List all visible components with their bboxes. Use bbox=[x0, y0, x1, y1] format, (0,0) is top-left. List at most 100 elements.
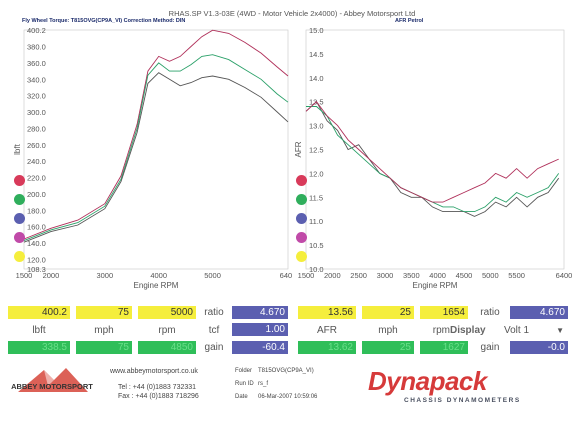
yellow-series-button-right[interactable] bbox=[296, 251, 307, 262]
fax-text: Fax : +44 (0)1883 718296 bbox=[118, 393, 199, 400]
series-line-red bbox=[305, 101, 559, 203]
run-id-label: Run ID bbox=[235, 381, 254, 387]
y-tick-label: 13.0 bbox=[309, 122, 324, 131]
y-tick-label: 160.0 bbox=[27, 223, 46, 232]
display-label: Display bbox=[450, 325, 486, 336]
mph-unit-label-right: mph bbox=[378, 325, 398, 336]
date-value: 06-Mar-2007 10:59:06 bbox=[258, 394, 318, 400]
torque-chart: 400.2 380.0 360.0 340.0 320.0 300.0 280.0 260.0… bbox=[13, 26, 292, 290]
y-tick-label: 120.0 bbox=[27, 255, 46, 264]
dynapack-logo: Dynapack bbox=[368, 366, 487, 396]
series-line-gray bbox=[23, 72, 289, 243]
series-line-red bbox=[23, 29, 289, 240]
abbey-logo-text: ABBEY MOTORSPORT bbox=[11, 382, 93, 391]
y-tick-label: 380.0 bbox=[27, 43, 46, 52]
folder-value: T815OVG(CP9A_VI) bbox=[258, 368, 314, 374]
green-series-button-right[interactable] bbox=[296, 194, 307, 205]
left-chart-title: Fly Wheel Torque: T815OVG(CP9A_VI) Corre… bbox=[22, 18, 186, 24]
x-axis-label: Engine RPM bbox=[134, 281, 179, 290]
mph-value: 75 bbox=[76, 306, 132, 319]
website-link[interactable]: www.abbeymotorsport.co.uk bbox=[110, 368, 198, 375]
y-tick-label: 12.5 bbox=[309, 146, 324, 155]
ratio-value-right: 4.670 bbox=[510, 306, 568, 319]
mph-value-right: 25 bbox=[362, 306, 414, 319]
window-title: RHAS.SP V1.3-03E (4WD - Motor Vehicle 2x… bbox=[168, 9, 416, 18]
y-tick-label: 280.0 bbox=[27, 124, 46, 133]
y-tick-label: 220.0 bbox=[27, 174, 46, 183]
ratio-label-right: ratio bbox=[480, 307, 500, 318]
mph-unit-label: mph bbox=[94, 325, 114, 336]
red-series-button[interactable] bbox=[14, 175, 25, 186]
rpm-value-right: 1654 bbox=[420, 306, 468, 319]
y-tick-label: 14.0 bbox=[309, 74, 324, 83]
y-tick-label: 15.0 bbox=[309, 26, 324, 35]
y-tick-label: 200.0 bbox=[27, 190, 46, 199]
rpm-value: 5000 bbox=[138, 306, 196, 319]
x-axis-label: Engine RPM bbox=[413, 281, 458, 290]
x-tick-label: 1500 bbox=[298, 271, 315, 280]
run-id-value: rs_f bbox=[258, 381, 269, 387]
y-tick-label: 300.0 bbox=[27, 108, 46, 117]
y-tick-label: 140.0 bbox=[27, 239, 46, 248]
y-axis-label: AFR bbox=[294, 141, 303, 157]
dynapack-subtitle: CHASSIS DYNAMOMETERS bbox=[404, 397, 521, 404]
y-tick-label: 108.3 bbox=[27, 265, 46, 274]
y-tick-label: 12.0 bbox=[309, 169, 324, 178]
right-chart-title: AFR Petrol bbox=[395, 18, 424, 24]
tcf-value: 1.00 bbox=[232, 323, 288, 336]
y-tick-label: 11.0 bbox=[309, 217, 323, 226]
date-label: Date bbox=[235, 394, 248, 400]
gain-label: gain bbox=[204, 342, 224, 353]
x-tick-label: 3000 bbox=[377, 271, 394, 280]
torque-compare-value: 338.5 bbox=[8, 341, 70, 354]
rpm-unit-label: rpm bbox=[158, 325, 176, 336]
x-tick-label: 3000 bbox=[96, 271, 113, 280]
y-tick-label: 340.0 bbox=[27, 75, 46, 84]
display-select[interactable]: Volt 1 ▼ bbox=[504, 324, 564, 337]
plot-area bbox=[305, 29, 565, 270]
x-tick-label: 4500 bbox=[456, 271, 473, 280]
x-tick-label: 2000 bbox=[324, 271, 341, 280]
x-tick-label: 6400 bbox=[280, 271, 292, 280]
tcf-label: tcf bbox=[208, 325, 220, 336]
red-series-button-right[interactable] bbox=[296, 175, 307, 186]
x-tick-label: 4000 bbox=[150, 271, 167, 280]
x-tick-label: 5000 bbox=[204, 271, 221, 280]
y-tick-label: 360.0 bbox=[27, 59, 46, 68]
x-tick-label: 5000 bbox=[482, 271, 499, 280]
rpm-compare-value: 4850 bbox=[138, 341, 196, 354]
x-tick-label: 2000 bbox=[43, 271, 60, 280]
abbey-logo bbox=[18, 368, 88, 392]
torque-value: 400.2 bbox=[8, 306, 70, 319]
blue-series-button-right[interactable] bbox=[296, 213, 307, 224]
yellow-series-button[interactable] bbox=[14, 251, 25, 262]
y-tick-label: 400.2 bbox=[27, 26, 46, 35]
x-tick-label: 4000 bbox=[429, 271, 446, 280]
folder-label: Folder bbox=[235, 368, 253, 374]
display-select-value: Volt 1 bbox=[504, 325, 530, 336]
tel-text: Tel : +44 (0)1883 732331 bbox=[118, 384, 197, 391]
magenta-series-button-right[interactable] bbox=[296, 232, 307, 243]
gain-value: -60.4 bbox=[232, 341, 288, 354]
y-tick-label: 14.5 bbox=[309, 50, 324, 59]
rpm-compare-value-right: 1627 bbox=[420, 341, 468, 354]
series-line-green bbox=[23, 54, 289, 242]
y-axis-label: lbft bbox=[13, 143, 22, 154]
green-series-button[interactable] bbox=[14, 194, 25, 205]
afr-compare-value: 13.62 bbox=[298, 341, 356, 354]
x-tick-label: 6400 bbox=[556, 271, 573, 280]
afr-unit-label: AFR bbox=[317, 325, 337, 336]
y-tick-label: 180.0 bbox=[27, 206, 46, 215]
ratio-label: ratio bbox=[204, 307, 224, 318]
gain-label-right: gain bbox=[480, 342, 500, 353]
blue-series-button[interactable] bbox=[14, 213, 25, 224]
afr-chart: 15.014.514.013.513.012.512.011.511.010.5… bbox=[294, 26, 573, 290]
y-tick-label: 240.0 bbox=[27, 157, 46, 166]
mph-compare-value-right: 25 bbox=[362, 341, 414, 354]
chevron-down-icon: ▼ bbox=[556, 326, 564, 335]
rpm-unit-label-right: rpm bbox=[432, 325, 450, 336]
mph-compare-value: 75 bbox=[76, 341, 132, 354]
series-line-gray bbox=[305, 100, 560, 217]
magenta-series-button[interactable] bbox=[14, 232, 25, 243]
plot-area bbox=[23, 29, 289, 270]
